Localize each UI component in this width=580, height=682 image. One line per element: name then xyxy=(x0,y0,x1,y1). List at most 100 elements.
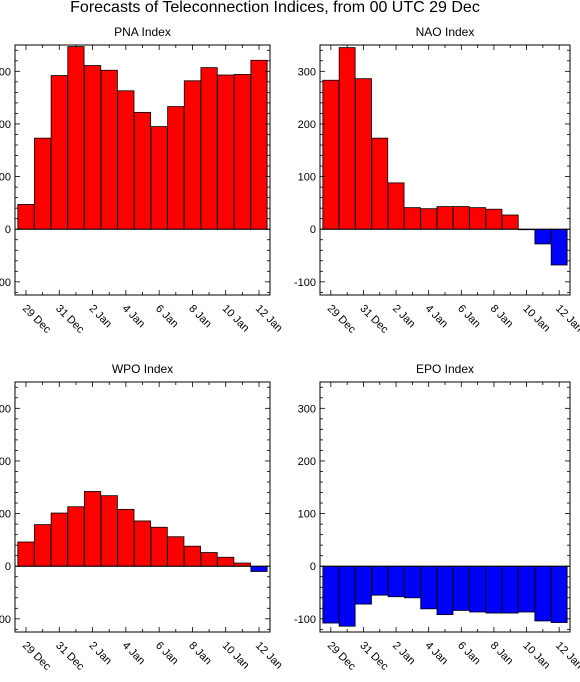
wpo-bar xyxy=(34,524,52,567)
wpo-bar xyxy=(150,526,168,567)
nao-title: NAO Index xyxy=(416,25,475,39)
wpo-bar xyxy=(50,512,68,567)
epo-bar xyxy=(485,565,503,614)
epo-bar xyxy=(420,565,438,610)
wpo-ytick-label: 200 xyxy=(0,456,11,468)
nao-xtick-label: 29 Dec xyxy=(325,303,358,336)
nao-xtick-label: 8 Jan xyxy=(488,303,516,331)
nao-bar xyxy=(550,228,568,266)
epo-bar xyxy=(501,565,519,614)
epo-bar xyxy=(338,565,356,627)
wpo-bar xyxy=(133,520,152,567)
pna-bar xyxy=(67,46,85,230)
pna-ytick-label: 100 xyxy=(0,172,11,184)
epo-xtick-label: 10 Jan xyxy=(520,640,552,672)
pna-xtick-label: 31 Dec xyxy=(53,303,86,336)
pna-xtick-label: 6 Jan xyxy=(153,303,181,331)
nao-ytick-label: 100 xyxy=(298,172,316,184)
pna-bar xyxy=(100,69,118,230)
wpo-xtick-label: 10 Jan xyxy=(220,640,252,672)
pna-bar xyxy=(84,65,102,230)
nao-xtick-label: 2 Jan xyxy=(390,303,418,331)
pna-bar xyxy=(233,74,251,230)
wpo-bar xyxy=(183,545,201,567)
epo-bar xyxy=(371,565,389,596)
pna-ytick-label: 300 xyxy=(0,66,11,78)
epo-bar xyxy=(387,565,405,598)
epo-ytick-label: -100 xyxy=(294,614,316,626)
epo-ytick-label: 0 xyxy=(310,561,316,573)
wpo-ytick-label: 100 xyxy=(0,509,11,521)
nao-bar xyxy=(469,207,487,230)
epo-xtick-label: 6 Jan xyxy=(455,640,483,668)
nao-bar xyxy=(452,206,470,230)
epo-bar xyxy=(355,565,372,605)
wpo-bar xyxy=(100,495,118,567)
pna-bar xyxy=(34,137,52,230)
epo-ytick-label: 200 xyxy=(298,456,316,468)
epo-bar xyxy=(436,565,454,616)
nao-bar xyxy=(371,137,389,230)
pna-bar xyxy=(167,106,185,230)
wpo-xtick-label: 6 Jan xyxy=(153,640,181,668)
pna-bar xyxy=(250,59,268,230)
nao-bar xyxy=(436,206,454,230)
nao-bar xyxy=(387,182,405,230)
epo-xtick-label: 29 Dec xyxy=(325,640,358,673)
wpo-xtick-label: 12 Jan xyxy=(253,640,285,672)
wpo-xtick-label: 2 Jan xyxy=(86,640,114,668)
epo-bar xyxy=(534,565,552,622)
epo-xtick-label: 4 Jan xyxy=(423,640,451,668)
pna-xtick-label: 12 Jan xyxy=(253,303,285,335)
wpo-title: WPO Index xyxy=(112,362,173,376)
pna-bar xyxy=(117,90,135,230)
epo-title: EPO Index xyxy=(416,362,474,376)
epo-bar xyxy=(518,565,535,613)
wpo-ytick-label: 300 xyxy=(0,403,11,415)
wpo-bar xyxy=(217,556,235,567)
nao-bar xyxy=(501,214,519,230)
pna-xtick-label: 8 Jan xyxy=(186,303,214,331)
epo-bar xyxy=(550,565,568,623)
epo-bar xyxy=(403,565,421,599)
pna-title: PNA Index xyxy=(114,25,171,39)
nao-ytick-label: 300 xyxy=(298,66,316,78)
pna-bar xyxy=(50,75,68,230)
pna-bar xyxy=(133,111,152,230)
nao-bar xyxy=(420,208,438,230)
wpo-ytick-label: -100 xyxy=(0,614,11,626)
nao-xtick-label: 10 Jan xyxy=(520,303,552,335)
pna-ytick-label: 0 xyxy=(5,224,11,236)
nao-bar xyxy=(403,207,421,230)
epo-xtick-label: 8 Jan xyxy=(488,640,516,668)
wpo-bar xyxy=(250,565,268,572)
epo-bar xyxy=(322,565,340,624)
epo-xtick-label: 31 Dec xyxy=(357,640,390,673)
nao-xtick-label: 31 Dec xyxy=(357,303,390,336)
epo-xtick-label: 12 Jan xyxy=(553,640,580,672)
pna-bar xyxy=(183,80,201,230)
figure-title: Forecasts of Teleconnection Indices, fro… xyxy=(70,0,480,16)
nao-chart: NAO Index -100 0 100 200 300 29 Dec 31 Dec 2 Jan… xyxy=(294,25,580,336)
nao-bar xyxy=(355,78,372,230)
pna-ytick-label: 200 xyxy=(0,119,11,131)
wpo-xtick-label: 8 Jan xyxy=(186,640,214,668)
nao-xtick-label: 12 Jan xyxy=(553,303,580,335)
epo-bar xyxy=(469,565,487,613)
wpo-bar xyxy=(84,491,102,567)
nao-bar xyxy=(485,208,503,230)
wpo-plot-frame xyxy=(14,381,271,633)
pna-bar xyxy=(150,126,168,230)
epo-ytick-label: 100 xyxy=(298,509,316,521)
nao-xtick-label: 6 Jan xyxy=(455,303,483,331)
wpo-xtick-label: 31 Dec xyxy=(53,640,86,673)
epo-xtick-label: 2 Jan xyxy=(390,640,418,668)
pna-xtick-label: 2 Jan xyxy=(86,303,114,331)
pna-bar xyxy=(217,74,235,230)
wpo-ytick-label: 0 xyxy=(5,561,11,573)
wpo-bar xyxy=(200,552,218,567)
pna-xtick-label: 29 Dec xyxy=(20,303,53,336)
